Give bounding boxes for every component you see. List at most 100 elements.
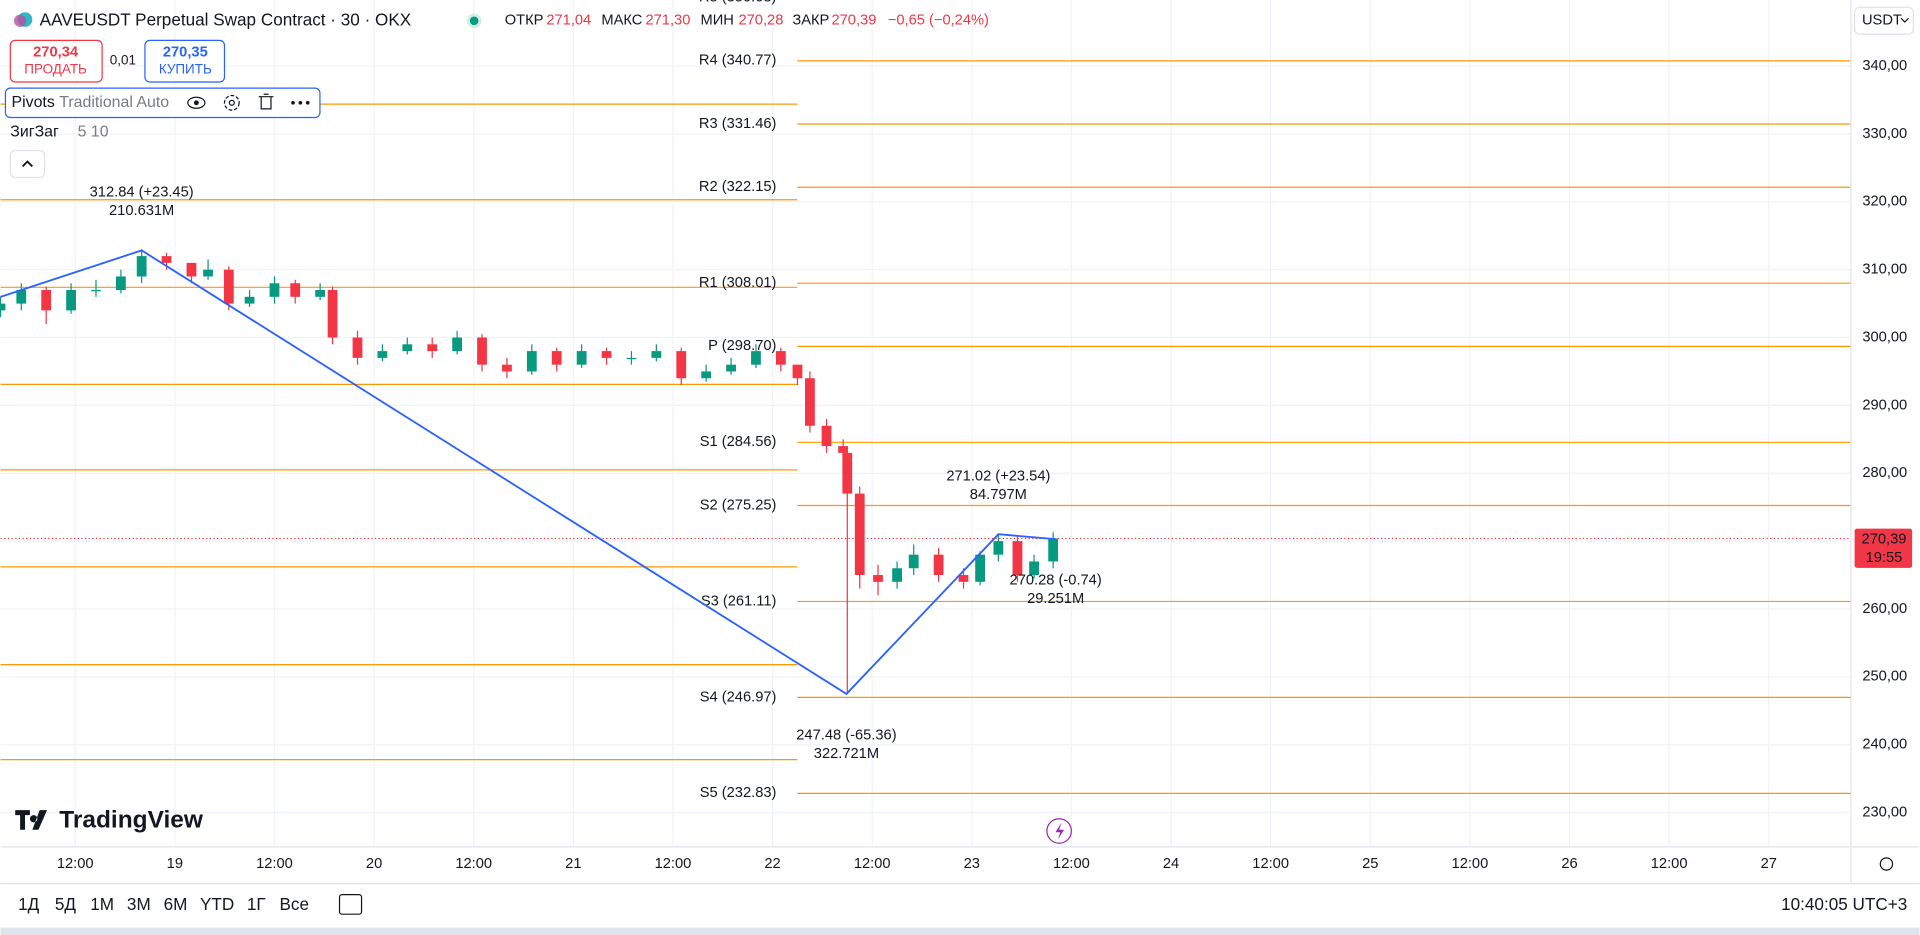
candle-body (601, 351, 612, 358)
range-button[interactable]: YTD (200, 894, 234, 914)
eye-icon (193, 100, 199, 106)
range-button[interactable]: 1М (90, 894, 114, 914)
indicator-params: Traditional Auto (59, 94, 169, 111)
zigzag-price-label: 271.02 (+23.54) (946, 469, 1050, 485)
buy-button[interactable] (144, 39, 226, 83)
settings-icon[interactable] (223, 94, 240, 111)
candle-body (186, 262, 197, 277)
ohlc-value: 270,39 (831, 13, 876, 29)
pivot-label: P (298.70) (708, 338, 776, 354)
indicator-name: Pivots (12, 94, 55, 111)
ohlc-label: МАКС (601, 13, 642, 29)
range-button[interactable]: 1Д (18, 894, 40, 914)
dot (298, 100, 303, 105)
brand-name: TradingView (59, 807, 204, 834)
candle-body (0, 303, 6, 311)
candle-body (315, 290, 326, 297)
candle-body (502, 364, 512, 372)
candle-body (576, 351, 587, 365)
y-tick-label: 310,00 (1862, 262, 1907, 278)
candle-body (993, 541, 1004, 555)
x-tick-label: 22 (764, 856, 780, 872)
ohlc-label: ЗАКР (792, 13, 829, 29)
pivot-label: S1 (284.56) (700, 434, 777, 450)
pivot-label: R4 (340.77) (699, 53, 776, 69)
x-tick-label: 24 (1163, 856, 1179, 872)
symbol-title[interactable]: AAVEUSDT Perpetual Swap Contract · 30 · … (40, 9, 412, 29)
y-tick-label: 260,00 (1862, 601, 1907, 617)
candle-body (751, 351, 761, 365)
y-tick-label: 300,00 (1862, 329, 1907, 345)
buy-price: 270,35 (163, 44, 208, 60)
candle-body (136, 256, 147, 277)
range-button[interactable]: 5Д (55, 894, 77, 914)
range-button[interactable]: 1Г (247, 894, 266, 914)
candle-body (726, 364, 736, 372)
zigzag-volume-label: 322.721M (814, 746, 879, 762)
last-price-badge (1854, 528, 1913, 568)
indicator-legend[interactable] (4, 87, 321, 119)
collapse-icon (21, 160, 33, 168)
candle-body (1029, 561, 1039, 576)
zigzag-volume-label: 84.797M (970, 487, 1027, 503)
candle-body (821, 425, 832, 447)
symbol-logo (13, 14, 27, 27)
x-tick-label: 12:00 (1651, 856, 1688, 872)
candle-body (805, 378, 815, 426)
clock[interactable]: 10:40:05 UTC+3 (1781, 894, 1907, 914)
zigzag-volume-label: 210.631M (109, 203, 174, 219)
candle-body (203, 269, 213, 277)
brand-logo[interactable] (15, 810, 48, 830)
sell-label: ПРОДАТЬ (24, 61, 87, 76)
pivot-label: R5 (350.08) (699, 0, 776, 6)
dot (305, 100, 310, 105)
candle-body (290, 283, 301, 297)
x-tick-label: 23 (964, 856, 980, 872)
x-tick-label: 12:00 (1452, 856, 1489, 872)
range-button[interactable]: Все (279, 894, 309, 914)
currency-button[interactable] (1854, 6, 1914, 35)
date-range-icon[interactable] (338, 894, 363, 915)
candle-body (427, 344, 438, 352)
candle-body (792, 364, 803, 379)
zigzag-price-label: 270.28 (-0.74) (1010, 573, 1102, 589)
candle-body (526, 351, 537, 372)
last-price-label: 270,39 (1862, 532, 1907, 548)
more-icon[interactable] (291, 100, 310, 105)
x-tick-label: 27 (1761, 856, 1777, 872)
delete-icon[interactable] (258, 93, 274, 110)
range-button[interactable]: 6М (164, 894, 188, 914)
ohlc-value: 270,28 (738, 13, 783, 29)
pivot-label: R3 (331.46) (699, 116, 776, 132)
ohlc-change: −0,65 (−0,24%) (888, 13, 989, 29)
axis-settings[interactable] (1879, 857, 1894, 871)
candle-body (477, 337, 487, 365)
x-tick-label: 20 (366, 856, 382, 872)
y-tick-label: 290,00 (1862, 397, 1907, 413)
y-tick-label: 340,00 (1862, 58, 1907, 74)
x-tick-label: 25 (1362, 856, 1378, 872)
bottom-strip (0, 927, 1920, 935)
indicator-name[interactable]: ЗигЗаг (10, 123, 59, 140)
candle-body (327, 290, 338, 338)
range-button[interactable]: 3М (127, 894, 151, 914)
y-tick-label: 330,00 (1862, 126, 1907, 142)
collapse-button[interactable] (9, 149, 46, 179)
candle-body (854, 493, 865, 576)
x-tick-label: 12:00 (1053, 856, 1090, 872)
x-tick-label: 12:00 (256, 856, 293, 872)
x-tick-label: 12:00 (655, 856, 692, 872)
eye-icon[interactable] (187, 96, 206, 109)
ohlc-label: ОТКР (505, 13, 544, 29)
pivot-label: R1 (308.01) (699, 275, 776, 291)
candle-body (161, 256, 172, 263)
candle-body (244, 296, 255, 304)
x-tick-label: 12:00 (854, 856, 891, 872)
ohlc-label: МИН (701, 13, 734, 29)
candle-body (908, 554, 919, 569)
pivot-label: R2 (322.15) (699, 179, 776, 195)
candle-body (551, 351, 562, 365)
y-tick-label: 280,00 (1862, 465, 1907, 481)
sell-button[interactable] (9, 39, 103, 83)
candle-body (377, 351, 388, 358)
